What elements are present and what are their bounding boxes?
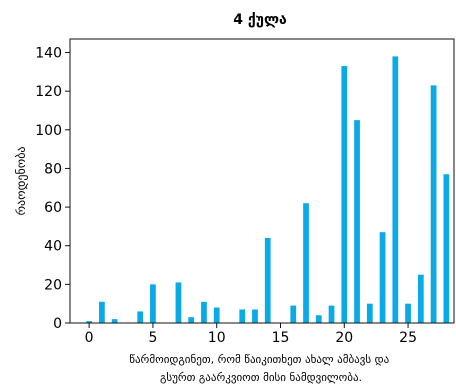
y-axis: 0 20 40 60 80 100 120 140: [35, 46, 70, 332]
y-tick-label-100: 100: [35, 123, 62, 139]
bar-22: [366, 303, 373, 323]
bar-8: [188, 317, 195, 323]
y-axis-label: რაოდენობა: [14, 147, 28, 216]
x-tick-label-5: 5: [148, 330, 157, 346]
bar-7: [175, 282, 182, 323]
plot-frame: [69, 38, 455, 324]
bar-24: [392, 56, 399, 323]
bar-21: [354, 120, 360, 323]
bar-2: [111, 319, 118, 323]
bar-27: [430, 85, 437, 324]
bar-19: [328, 305, 335, 323]
bar-26: [417, 274, 424, 323]
bar-13: [252, 309, 258, 323]
bar-23: [379, 232, 386, 323]
bar-1: [99, 301, 105, 323]
x-axis: 0 5 10 15 20 25: [85, 323, 417, 346]
y-tick-label-120: 120: [35, 84, 62, 100]
bars-group: [86, 56, 450, 324]
x-tick-label-20: 20: [335, 330, 353, 346]
x-tick-label-15: 15: [272, 330, 290, 346]
chart-title: 4 ქულა: [233, 12, 287, 28]
y-tick-label-0: 0: [53, 316, 62, 332]
bar-5: [150, 284, 156, 323]
bar-4: [137, 311, 144, 323]
y-tick-label-60: 60: [44, 200, 62, 216]
x-axis-label: წარმოიდგინეთ, რომ წაიკითხეთ ახალ ამბავს …: [129, 353, 392, 384]
bar-28: [443, 174, 450, 323]
bar-20: [341, 66, 348, 324]
bar-16: [290, 305, 297, 323]
x-tick-label-0: 0: [85, 330, 94, 346]
y-tick-label-140: 140: [35, 46, 62, 62]
bar-14: [264, 237, 271, 323]
x-axis-label-line-1: წარმოიდგინეთ, რომ წაიკითხეთ ახალ ამბავს …: [129, 353, 389, 366]
y-tick-label-20: 20: [44, 277, 62, 293]
x-tick-label-10: 10: [208, 330, 226, 346]
x-tick-label-25: 25: [399, 330, 417, 346]
bar-12: [239, 309, 246, 323]
bar-9: [201, 301, 207, 323]
y-tick-label-80: 80: [44, 161, 62, 177]
bar-0: [86, 321, 93, 323]
bar-17: [303, 203, 309, 323]
bar-10: [213, 307, 220, 323]
x-axis-label-line-2: გსურთ გაარკვიოთ მისი ნამდვილობა.: [160, 371, 362, 384]
bar-18: [315, 315, 322, 323]
y-tick-label-40: 40: [44, 239, 62, 255]
bar-25: [405, 303, 411, 323]
